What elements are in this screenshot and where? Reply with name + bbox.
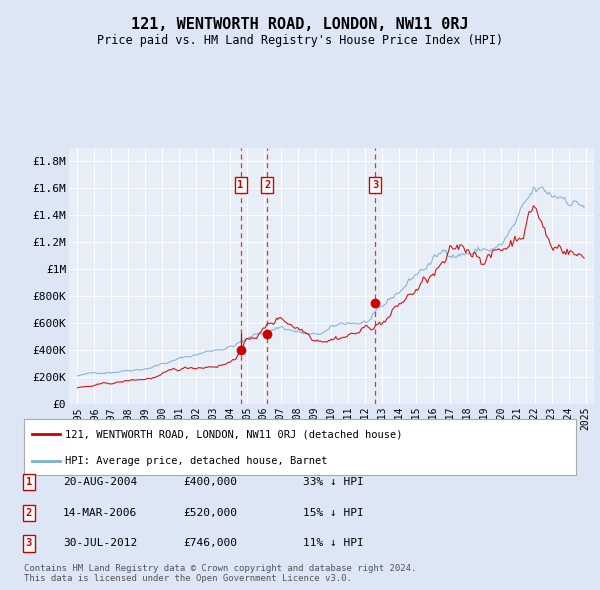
Text: 11% ↓ HPI: 11% ↓ HPI [303,539,364,548]
Text: 1: 1 [238,180,244,190]
Text: £746,000: £746,000 [183,539,237,548]
Text: 3: 3 [26,539,32,548]
Text: 15% ↓ HPI: 15% ↓ HPI [303,508,364,517]
Text: 2: 2 [264,180,271,190]
Text: Price paid vs. HM Land Registry's House Price Index (HPI): Price paid vs. HM Land Registry's House … [97,34,503,47]
Text: 20-AUG-2004: 20-AUG-2004 [63,477,137,487]
Text: 2: 2 [26,508,32,517]
Text: 121, WENTWORTH ROAD, LONDON, NW11 0RJ (detached house): 121, WENTWORTH ROAD, LONDON, NW11 0RJ (d… [65,429,403,439]
Text: 121, WENTWORTH ROAD, LONDON, NW11 0RJ: 121, WENTWORTH ROAD, LONDON, NW11 0RJ [131,17,469,31]
Text: 14-MAR-2006: 14-MAR-2006 [63,508,137,517]
Text: 33% ↓ HPI: 33% ↓ HPI [303,477,364,487]
Text: 1: 1 [26,477,32,487]
Text: £400,000: £400,000 [183,477,237,487]
Text: HPI: Average price, detached house, Barnet: HPI: Average price, detached house, Barn… [65,456,328,466]
Text: Contains HM Land Registry data © Crown copyright and database right 2024.
This d: Contains HM Land Registry data © Crown c… [24,563,416,583]
Text: 30-JUL-2012: 30-JUL-2012 [63,539,137,548]
Text: £520,000: £520,000 [183,508,237,517]
Text: 3: 3 [372,180,379,190]
